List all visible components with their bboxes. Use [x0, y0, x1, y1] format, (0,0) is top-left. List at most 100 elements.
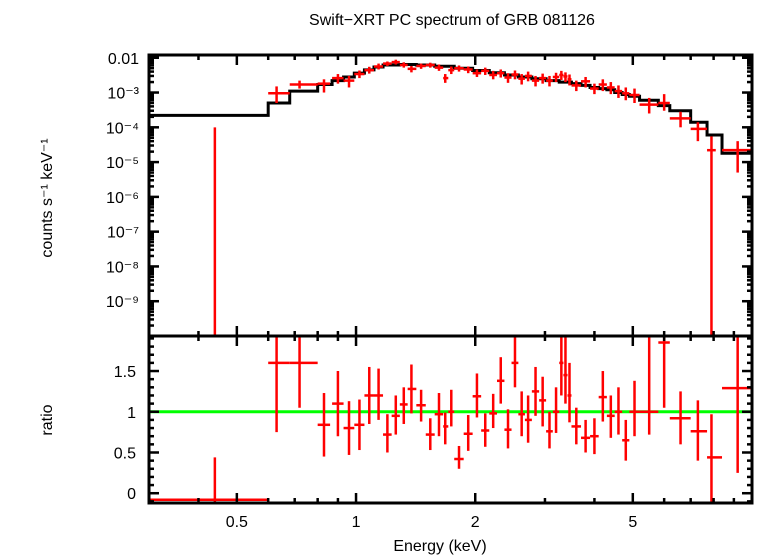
axes: 0.5 1 2 5 0.01 10⁻³ 10⁻⁴ 10⁻⁵ 10⁻⁶ 10⁻⁷ 10⁻⁸ 10⁻⁹ 0 0… [106, 51, 754, 531]
data-point [504, 73, 512, 83]
lower-y-tick-label: 1.5 [114, 364, 136, 381]
ratio-point [443, 412, 449, 445]
ratio-point [629, 380, 640, 437]
ratio-point [563, 336, 568, 404]
lower-y-tick-label: 0.5 [114, 445, 136, 462]
ratio-point [289, 336, 318, 408]
data-point [391, 59, 400, 65]
ratio-point [416, 389, 426, 422]
data-point [690, 122, 708, 142]
data-point [639, 97, 659, 114]
upper-y-axis-label: counts s⁻¹ keV⁻¹ [39, 138, 56, 257]
ratio-point [425, 418, 435, 451]
lower-panel [149, 336, 752, 503]
data-point [425, 62, 435, 68]
data-point [289, 80, 318, 89]
data-point [354, 70, 365, 79]
ratio-point [707, 414, 723, 503]
data-point [407, 65, 417, 73]
ratio-point [364, 366, 374, 424]
data-point [722, 141, 752, 173]
data-point [524, 71, 532, 82]
data-point [448, 66, 455, 75]
ratio-point [539, 376, 547, 427]
x-tick-label: 2 [471, 514, 480, 531]
ratio-point [559, 336, 564, 396]
data-point [268, 86, 290, 104]
data-point [332, 74, 344, 84]
data-point [416, 63, 426, 69]
ratio-point [454, 445, 464, 469]
upper-y-tick-label: 10⁻³ [107, 86, 139, 103]
lower-y-tick-label: 1 [127, 405, 136, 422]
lower-y-axis-label: ratio [39, 404, 56, 435]
data-point [552, 72, 560, 83]
upper-y-tick-label: 0.01 [108, 51, 139, 68]
upper-frame [147, 53, 754, 338]
ratio-point [581, 419, 591, 453]
ratio-point [669, 391, 691, 445]
ratio-point [511, 336, 519, 388]
data-point [707, 136, 716, 336]
data-point [454, 65, 464, 72]
upper-y-tick-label: 10⁻⁶ [106, 190, 139, 207]
data-point [590, 83, 599, 95]
data-point [559, 70, 564, 80]
ratio-point [531, 366, 540, 416]
ratio-point [448, 389, 455, 427]
ratio-point [383, 414, 392, 453]
x-axis-label: Energy (keV) [393, 538, 486, 555]
upper-y-tick-label: 10⁻⁵ [106, 155, 139, 172]
x-tick-label: 5 [628, 514, 637, 531]
ratio-point [524, 395, 532, 443]
upper-panel [149, 59, 752, 338]
ratio-point [481, 413, 490, 447]
ratio-point [373, 368, 384, 420]
data-point [373, 63, 384, 70]
ratio-point [497, 357, 505, 404]
ratio-point [332, 371, 344, 437]
chart-title: Swift−XRT PC spectrum of GRB 081126 [309, 12, 595, 29]
data-point [343, 75, 355, 88]
ratio-point [571, 407, 582, 445]
ratio-point [399, 387, 408, 424]
ratio-point [407, 364, 417, 414]
data-point [606, 82, 615, 95]
data-point [399, 62, 408, 68]
ratio-point [598, 371, 607, 422]
data-point [598, 79, 607, 92]
data-point [629, 88, 640, 104]
data-point [472, 69, 482, 77]
data-point [443, 74, 449, 83]
x-tick-label: 1 [352, 514, 361, 531]
data-point [622, 87, 630, 101]
ratio-point [639, 336, 659, 435]
data-point [658, 94, 670, 111]
ratio-point [552, 387, 560, 433]
upper-y-tick-label: 10⁻⁴ [106, 120, 139, 137]
ratio-point [614, 387, 623, 435]
data-point [383, 61, 392, 66]
ratio-point [391, 395, 400, 435]
ratio-point [690, 400, 708, 461]
data-point [497, 69, 505, 78]
upper-y-tick-label: 10⁻⁸ [106, 259, 139, 276]
data-point [463, 66, 473, 74]
data-point [539, 73, 547, 84]
ratio-point [268, 336, 290, 433]
data-point [364, 66, 374, 74]
ratio-point [504, 409, 512, 449]
ratio-point [434, 393, 444, 437]
data-point [581, 76, 591, 88]
data-point [571, 80, 582, 92]
ratio-point [149, 457, 269, 503]
data-point [669, 111, 691, 128]
lower-y-tick-label: 0 [127, 486, 136, 503]
data-point [567, 74, 572, 86]
ratio-point [518, 391, 525, 437]
upper-y-tick-label: 10⁻⁷ [107, 225, 139, 242]
data-point [481, 67, 490, 75]
ratio-point [622, 419, 630, 461]
data-point [149, 127, 269, 338]
